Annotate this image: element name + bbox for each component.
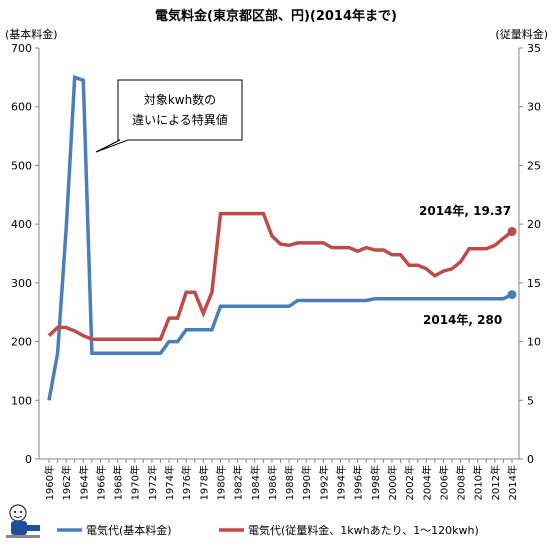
x-tick-label-20: 2000年: [386, 465, 399, 500]
x-tick-label-9: 1978年: [197, 465, 210, 500]
x-tick-label-11: 1982年: [232, 465, 245, 500]
end-label-blue: 2014年, 280: [423, 312, 502, 327]
series-end-point-unit-fee: [507, 227, 517, 237]
x-tick-label-26: 2012年: [489, 465, 502, 500]
x-tick-label-25: 2010年: [472, 465, 485, 500]
left-tick-label-2: 200: [11, 336, 32, 349]
x-tick-label-5: 1970年: [129, 465, 142, 500]
right-tick-label-3: 15: [527, 277, 541, 290]
chart-title: 電気料金(東京都区部、円)(2014年まで): [155, 8, 397, 24]
x-tick-label-15: 1990年: [300, 465, 313, 500]
callout-box: [95, 79, 243, 153]
series-line-unit-fee: [47, 211, 514, 341]
left-tick-label-7: 700: [11, 42, 32, 55]
left-tick-label-6: 600: [11, 101, 32, 114]
left-tick-label-0: 0: [25, 453, 32, 466]
x-tick-label-21: 2002年: [403, 465, 416, 500]
x-tick-label-23: 2006年: [437, 465, 450, 500]
legend: 電気代(基本料金) 電気代(従量料金、1kwhあたり、1～120kwh): [57, 523, 479, 537]
right-tick-label-4: 20: [527, 218, 541, 231]
x-tick-label-6: 1972年: [146, 465, 159, 500]
left-tick-label-3: 300: [11, 277, 32, 290]
legend-item-red: 電気代(従量料金、1kwhあたり、1～120kwh): [219, 523, 479, 537]
x-tick-label-8: 1976年: [180, 465, 193, 500]
callout: 対象kwh数の 違いによる特異値: [95, 79, 243, 153]
right-axis-label: (従量料金): [495, 27, 548, 41]
x-tick-label-1: 1962年: [60, 465, 73, 500]
right-axis-ticks: 0 5 10 15 20 25 30 35: [519, 42, 541, 466]
left-tick-label-1: 100: [11, 394, 32, 407]
mascot-logo: [6, 504, 40, 538]
x-tick-label-7: 1974年: [163, 465, 176, 500]
left-tick-label-4: 400: [11, 218, 32, 231]
right-tick-label-0: 0: [527, 453, 534, 466]
left-axis-label: (基本料金): [5, 27, 58, 41]
left-axis-ticks: 0 100 200 300 400 500 600 700: [11, 42, 39, 466]
x-tick-label-0: 1960年: [43, 465, 56, 500]
right-tick-label-6: 30: [527, 101, 541, 114]
callout-line-2: 違いによる特異値: [132, 112, 228, 127]
x-tick-label-16: 1992年: [317, 465, 330, 500]
x-tick-label-22: 2004年: [420, 465, 433, 500]
right-tick-label-7: 35: [527, 42, 541, 55]
x-tick-label-10: 1980年: [214, 465, 227, 500]
right-tick-label-2: 10: [527, 336, 541, 349]
x-tick-label-19: 1998年: [369, 465, 382, 500]
x-tick-label-14: 1988年: [283, 465, 296, 500]
x-tick-label-17: 1994年: [335, 465, 348, 500]
x-tick-label-3: 1966年: [94, 465, 107, 500]
legend-label-blue: 電気代(基本料金): [86, 523, 172, 537]
legend-label-red: 電気代(従量料金、1kwhあたり、1～120kwh): [248, 523, 479, 537]
x-axis-ticks: 1960年 1962年 1964年 1966年 1968年 1970年 1972年 1974年…: [43, 459, 519, 500]
series-line-basic-fee: [47, 75, 513, 401]
callout-line-1: 対象kwh数の: [144, 92, 216, 107]
right-tick-label-5: 25: [527, 159, 541, 172]
legend-item-blue: 電気代(基本料金): [57, 523, 172, 537]
x-tick-label-13: 1986年: [266, 465, 279, 500]
series-end-point-basic-fee: [507, 290, 517, 300]
x-tick-label-18: 1996年: [352, 465, 365, 500]
x-tick-label-27: 2014年: [506, 465, 519, 500]
x-tick-label-4: 1968年: [112, 465, 125, 500]
x-tick-label-24: 2008年: [455, 465, 468, 500]
series-layer: [47, 75, 517, 401]
end-label-red: 2014年, 19.37: [419, 203, 511, 218]
x-tick-label-12: 1984年: [249, 465, 262, 500]
left-tick-label-5: 500: [11, 159, 32, 172]
right-tick-label-1: 5: [527, 394, 534, 407]
x-tick-label-2: 1964年: [77, 465, 90, 500]
